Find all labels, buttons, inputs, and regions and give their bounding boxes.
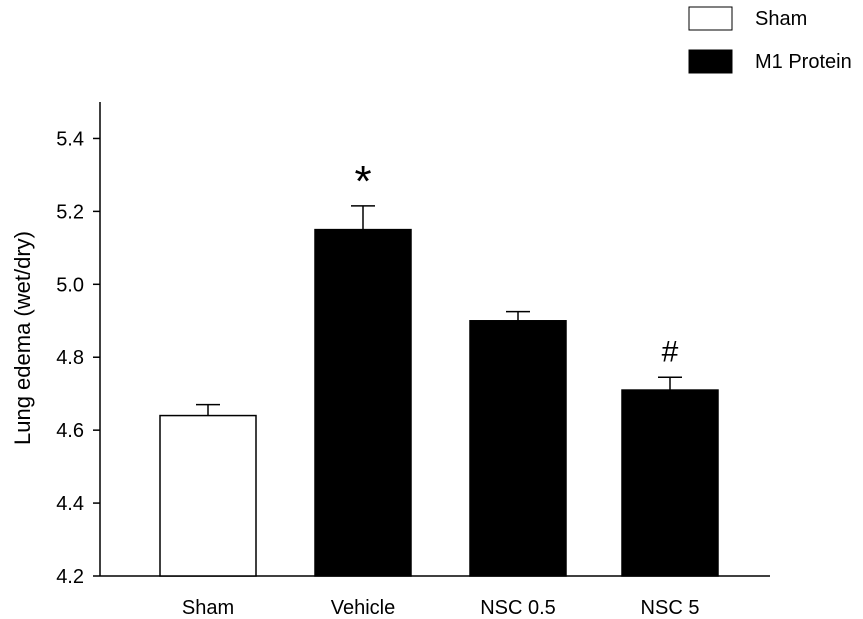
- y-tick-label: 4.4: [56, 493, 84, 515]
- legend-item-m1-protein: M1 Protein: [688, 49, 852, 74]
- annotations: *#: [354, 157, 678, 368]
- x-tick-label: NSC 5: [641, 597, 700, 619]
- y-ticks: 4.2 4.4 4.6 4.8 5.0 5.2 5.4: [56, 128, 100, 588]
- bar: [159, 414, 257, 577]
- x-tick-labels: Sham Vehicle NSC 0.5 NSC 5: [182, 597, 700, 619]
- bar: [469, 320, 567, 577]
- y-tick-label: 5.4: [56, 128, 84, 150]
- legend-label-m1-protein: M1 Protein: [755, 51, 852, 73]
- significance-marker: #: [662, 335, 679, 368]
- legend-label-sham: Sham: [755, 8, 807, 30]
- x-tick-label: NSC 0.5: [480, 597, 556, 619]
- y-tick-label: 4.6: [56, 420, 84, 442]
- y-tick-label: 4.8: [56, 347, 84, 369]
- y-tick-label: 4.2: [56, 566, 84, 588]
- legend-swatch-sham: [688, 6, 733, 31]
- error-bars: [196, 205, 682, 416]
- legend-swatch-m1-protein: [688, 49, 733, 74]
- legend: Sham M1 Protein: [688, 6, 852, 74]
- bar: [314, 228, 412, 577]
- x-tick-label: Vehicle: [331, 597, 396, 619]
- bar: [621, 389, 719, 577]
- y-tick-label: 5.2: [56, 201, 84, 223]
- y-axis-title: Lung edema (wet/dry): [10, 231, 35, 445]
- legend-item-sham: Sham: [688, 6, 807, 31]
- y-tick-label: 5.0: [56, 274, 84, 296]
- significance-marker: *: [354, 157, 371, 206]
- bars: [159, 228, 719, 577]
- x-tick-label: Sham: [182, 597, 234, 619]
